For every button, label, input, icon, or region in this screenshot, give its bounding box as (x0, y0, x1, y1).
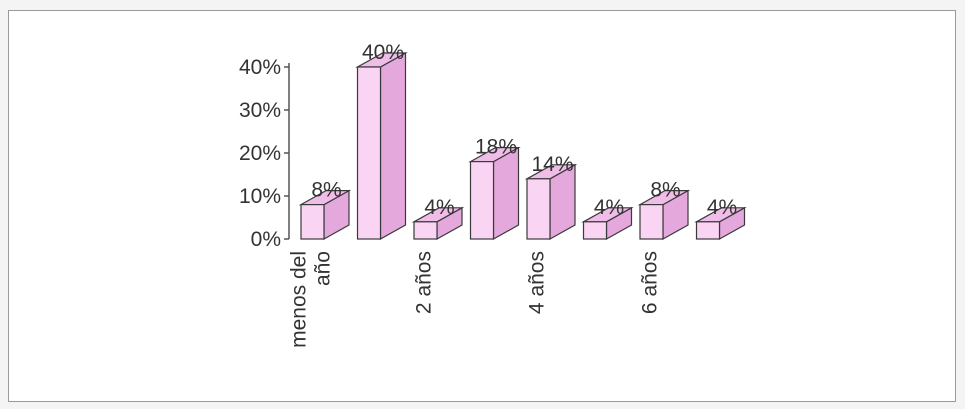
x-category-label: 6 años (639, 251, 662, 314)
bar (411, 206, 465, 241)
x-category-label: año (312, 251, 335, 286)
data-label: 8% (311, 179, 341, 202)
data-label: 4% (594, 196, 624, 219)
y-tick-label: 20% (239, 142, 281, 165)
bar (298, 189, 352, 241)
bar-front-face (413, 221, 438, 240)
bar-front-face (356, 66, 382, 240)
data-label: 18% (475, 136, 517, 159)
bars (298, 51, 747, 241)
bar-front-face (300, 204, 325, 240)
bar (581, 206, 634, 241)
bar-front-face (639, 204, 664, 240)
data-label: 8% (650, 179, 680, 202)
bar-side-face (379, 51, 407, 241)
bar (468, 146, 521, 241)
bar (524, 163, 578, 241)
bar-side-face (492, 146, 520, 241)
category-labels: menos del año 2 años 4 años 6 años (288, 251, 662, 348)
y-tick-label: 40% (239, 56, 281, 79)
data-label: 40% (362, 41, 404, 64)
bar-front-face (695, 221, 721, 240)
x-category-label: 4 años (526, 251, 549, 314)
y-tick-label: 10% (239, 185, 281, 208)
x-category-label: menos del (288, 251, 311, 348)
bar-chart: 0% 10% 20% 30% 40% 8% 40% 4% 18% 14% 4% 8% 4% menos… (239, 41, 747, 348)
bar (694, 206, 747, 241)
data-label: 4% (707, 196, 737, 219)
bar-front-face (582, 221, 608, 240)
x-category-label: 2 años (413, 251, 436, 314)
y-tick-label: 0% (251, 228, 281, 251)
y-tick-label: 30% (239, 99, 281, 122)
bar (637, 189, 691, 241)
bar-front-face (526, 178, 551, 240)
bar (355, 51, 408, 241)
chart-frame: 0% 10% 20% 30% 40% 8% 40% 4% 18% 14% 4% 8% 4% menos… (8, 10, 956, 402)
bar-front-face (469, 161, 495, 240)
data-label: 14% (531, 153, 573, 176)
data-labels: 8% 40% 4% 18% 14% 4% 8% 4% (311, 41, 737, 219)
y-axis: 0% 10% 20% 30% 40% (239, 56, 290, 251)
data-label: 4% (424, 196, 454, 219)
